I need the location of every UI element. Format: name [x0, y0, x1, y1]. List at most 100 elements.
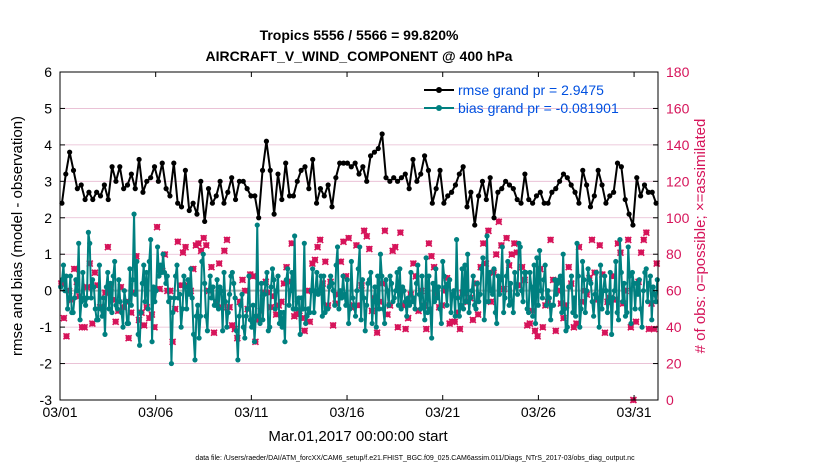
bias-point — [274, 288, 280, 294]
rmse-point — [603, 200, 609, 206]
bias-point — [325, 306, 331, 312]
bias-point — [78, 299, 85, 305]
bias-point — [128, 302, 134, 308]
rmse-point — [429, 200, 435, 206]
rmse-point — [109, 164, 115, 170]
bias-point — [120, 324, 126, 330]
bias-point — [437, 306, 443, 312]
bias-point — [167, 295, 173, 301]
obs-assimilated-marker — [81, 323, 89, 331]
rmse-point — [74, 186, 80, 192]
bias-point — [519, 288, 525, 294]
bias-point — [220, 328, 226, 334]
rmse-point — [433, 186, 439, 192]
bias-point — [596, 324, 602, 330]
bias-point — [573, 313, 579, 319]
y-tick-label: -1 — [40, 319, 53, 335]
bias-point — [99, 313, 105, 319]
bias-point — [408, 269, 414, 276]
y2-tick-label: 40 — [666, 319, 682, 335]
bias-point — [239, 291, 245, 297]
bias-point — [393, 288, 399, 294]
bias-point — [621, 280, 627, 286]
rmse-point — [371, 149, 378, 155]
bias-point — [494, 320, 500, 327]
rmse-point — [198, 178, 204, 184]
bias-point — [477, 291, 483, 297]
obs-assimilated-marker — [396, 229, 404, 237]
bias-point — [303, 320, 309, 327]
bias-point — [534, 255, 540, 261]
bias-point — [301, 240, 307, 246]
obs-assimilated-marker — [645, 325, 653, 333]
obs-assimilated-marker — [112, 318, 120, 326]
rmse-point — [456, 171, 462, 177]
bias-point — [268, 284, 274, 290]
rmse-point — [348, 164, 354, 170]
bias-point — [492, 309, 498, 316]
bias-point — [332, 302, 338, 308]
bias-point — [226, 291, 233, 297]
bias-point — [473, 306, 479, 312]
rmse-point — [132, 186, 138, 192]
rmse-point — [564, 175, 570, 181]
rmse-point — [194, 211, 200, 217]
bias-point — [575, 273, 582, 279]
bias-point — [109, 309, 115, 316]
rmse-point — [518, 200, 524, 206]
bias-point — [186, 291, 193, 297]
rmse-point — [560, 171, 567, 177]
bias-point — [235, 357, 241, 363]
bias-point — [388, 280, 395, 286]
bias-point — [178, 324, 184, 330]
rmse-point — [630, 222, 636, 228]
bias-point — [625, 244, 631, 250]
bias-point — [310, 266, 316, 272]
obs-assimilated-marker — [194, 240, 203, 248]
bias-point — [546, 295, 552, 301]
obs-assimilated-marker — [381, 227, 389, 235]
bias-point — [426, 273, 432, 279]
obs-assimilated-marker — [484, 227, 493, 235]
rmse-point — [572, 189, 578, 195]
rmse-point — [421, 153, 428, 159]
bias-point — [489, 291, 496, 297]
rmse-point — [383, 175, 389, 181]
rmse-point — [263, 138, 270, 144]
bias-point — [149, 339, 155, 345]
bias-point — [275, 273, 281, 279]
x-tick-label: 03/06 — [138, 404, 173, 420]
bias-point — [364, 302, 370, 308]
bias-point — [545, 288, 551, 294]
rmse-point — [356, 171, 362, 177]
obs-assimilated-marker — [365, 245, 373, 253]
bias-point — [138, 309, 144, 316]
bias-point — [343, 302, 349, 308]
bias-point — [514, 291, 521, 297]
bias-point — [481, 317, 487, 323]
bias-point — [66, 295, 72, 301]
rmse-point — [217, 178, 223, 184]
bias-point — [145, 306, 151, 312]
bias-point — [206, 288, 212, 294]
bias-point — [523, 269, 529, 276]
bias-point — [564, 324, 570, 330]
rmse-point — [310, 156, 316, 163]
bias-point — [531, 262, 537, 268]
obs-assimilated-marker — [321, 258, 329, 266]
bias-point — [121, 288, 127, 294]
rmse-point — [402, 171, 408, 177]
rmse-point — [283, 160, 289, 166]
bias-point — [609, 331, 615, 337]
bias-point — [528, 284, 534, 290]
bias-point — [402, 299, 408, 305]
rmse-point — [178, 204, 185, 210]
bias-point — [200, 251, 206, 257]
bias-point — [615, 317, 622, 323]
bias-point — [434, 295, 440, 301]
bias-point — [256, 313, 262, 319]
bias-point — [177, 291, 183, 297]
rmse-point — [202, 218, 208, 225]
bias-point — [346, 320, 352, 327]
bias-point — [207, 273, 213, 279]
